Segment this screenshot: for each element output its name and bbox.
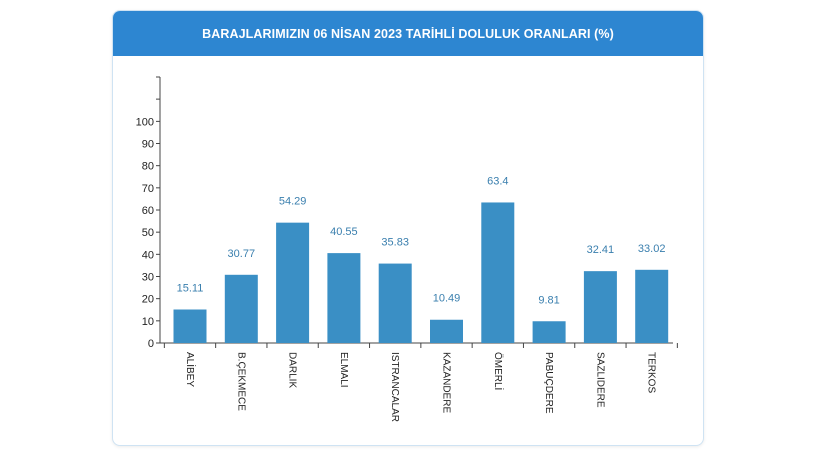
bar [481, 202, 515, 343]
x-category-label: TERKOS [646, 352, 657, 393]
bar [224, 274, 258, 343]
bar [635, 269, 669, 343]
y-tick-label: 0 [148, 338, 154, 350]
y-tick-label: 100 [136, 116, 154, 128]
bar [583, 271, 617, 343]
y-tick-label: 50 [142, 227, 154, 239]
bar [378, 263, 412, 343]
bar-value-label: 32.41 [587, 244, 615, 256]
bar-value-label: 40.55 [330, 226, 358, 238]
y-tick-label: 80 [142, 161, 154, 173]
y-tick-label: 30 [142, 272, 154, 284]
x-category-label: ISTRANCALAR [389, 352, 400, 422]
y-tick-label: 40 [142, 249, 154, 261]
bar-value-label: 10.49 [433, 293, 461, 305]
bar-value-label: 30.77 [228, 248, 256, 260]
x-category-label: ELMALI [338, 352, 349, 388]
x-category-label: ALİBEY [184, 352, 197, 387]
x-category-label: SAZLIDERE [594, 352, 605, 408]
chart-card: BARAJLARIMIZIN 06 NİSAN 2023 TARİHLİ DOL… [112, 10, 704, 446]
x-category-label: ÖMERLİ [492, 352, 505, 390]
x-category-label: B.ÇEKMECE [235, 352, 246, 411]
x-category-label: KAZANDERE [441, 352, 452, 413]
bar-value-label: 33.02 [638, 243, 666, 255]
y-tick-label: 20 [142, 294, 154, 306]
y-tick-label: 90 [142, 139, 154, 151]
bar [327, 253, 361, 343]
bar-value-label: 9.81 [538, 294, 559, 306]
x-category-label: DARLIK [287, 352, 298, 388]
bar-value-label: 15.11 [177, 283, 204, 295]
x-category-label: PABUÇDERE [543, 352, 554, 414]
bar-value-label: 54.29 [279, 196, 307, 208]
bar [276, 222, 310, 343]
bar-chart: 0 10 20 30 40 50 60 70 80 90 100 15.11 ALİBEY 30.77 B.… [136, 76, 678, 422]
bar [532, 321, 566, 343]
y-tick-label: 60 [142, 205, 154, 217]
bar-value-label: 35.83 [381, 237, 409, 249]
y-tick-label: 70 [142, 183, 154, 195]
chart-title: BARAJLARIMIZIN 06 NİSAN 2023 TARİHLİ DOL… [113, 11, 703, 56]
bar-value-label: 63.4 [487, 175, 508, 187]
bar [173, 309, 207, 343]
y-tick-label: 10 [142, 316, 154, 328]
bar [430, 319, 463, 343]
